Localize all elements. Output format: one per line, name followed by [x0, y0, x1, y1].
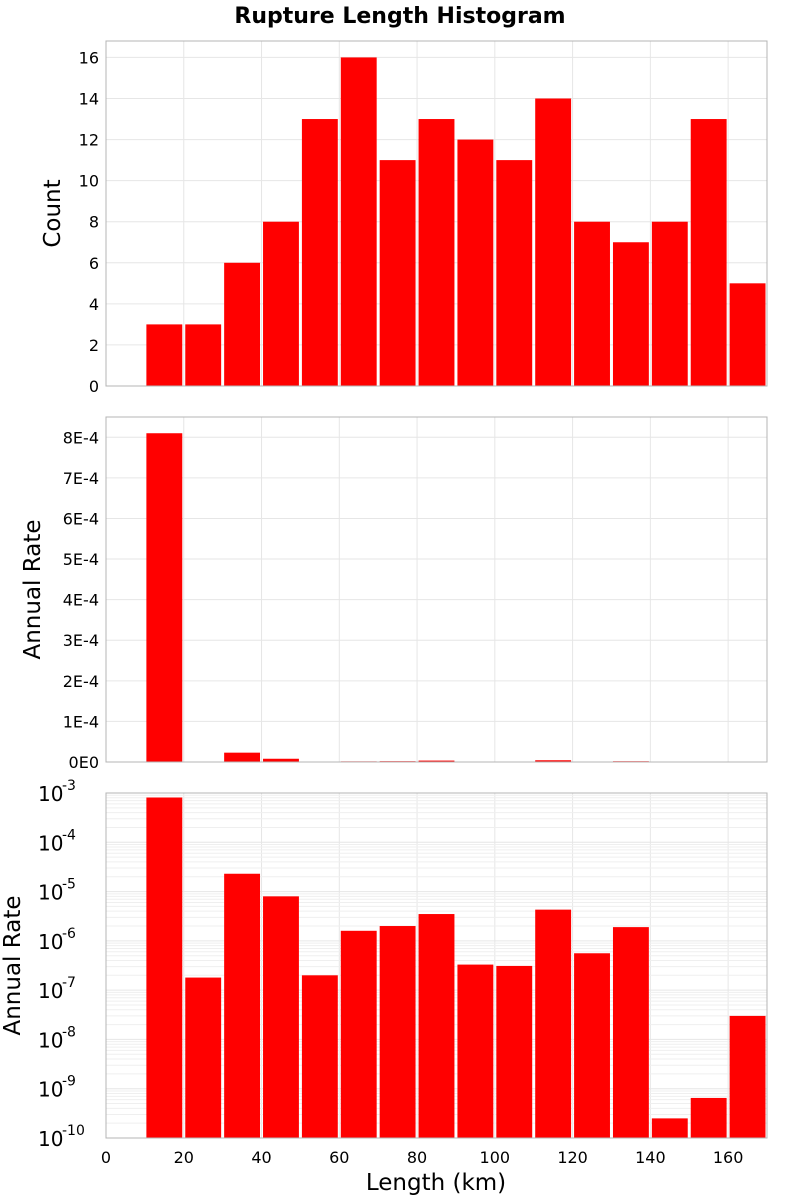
histogram-bar: [535, 909, 572, 1138]
histogram-bar: [651, 221, 688, 386]
chart-title: Rupture Length Histogram: [234, 4, 565, 29]
y-tick-exponent: -5: [62, 877, 76, 893]
histogram-bar: [379, 926, 416, 1138]
y-tick-label: 10: [38, 782, 63, 806]
histogram-bar: [418, 119, 455, 387]
y-tick-label: 2: [89, 336, 99, 355]
y-tick-label: 1E-4: [63, 712, 99, 731]
y-tick-label: 8E-4: [63, 428, 99, 447]
histogram-bar: [146, 433, 183, 762]
y-tick-label: 10: [38, 930, 63, 954]
histogram-bar: [496, 965, 533, 1138]
histogram-bar: [457, 139, 494, 386]
histogram-bar: [301, 975, 338, 1138]
histogram-bar: [146, 324, 183, 386]
histogram-bar: [224, 873, 261, 1138]
y-tick-label: 8: [89, 213, 99, 232]
histogram-bar: [340, 930, 377, 1138]
plot-frame: [105, 40, 768, 387]
y-tick-exponent: -8: [62, 1024, 76, 1040]
x-tick-label: 0: [101, 1148, 111, 1167]
histogram-bar: [651, 1118, 688, 1138]
histogram-bar: [612, 242, 649, 386]
y-tick-label: 10: [79, 172, 99, 191]
histogram-bar: [457, 964, 494, 1138]
x-tick-label: 80: [407, 1148, 427, 1167]
annual-rate-linear-panel: 0E0 1E-4 2E-4 3E-4 4E-4 5E-4 6E-4 7E-4 8E-4 Annua…: [20, 416, 768, 772]
y-tick-label: 0E0: [69, 753, 99, 772]
y-tick-label: 10: [38, 1127, 63, 1151]
histogram-bar: [729, 1015, 766, 1138]
y-tick-label: 6E-4: [63, 509, 99, 528]
histogram-bar: [574, 953, 610, 1138]
histogram-bar: [729, 283, 766, 386]
histogram-bar: [185, 324, 222, 386]
x-tick-label: 20: [174, 1148, 194, 1167]
histogram-bar: [263, 758, 299, 762]
histogram-bar: [418, 914, 455, 1138]
histogram-bar: [612, 927, 649, 1138]
y-tick-label: 6: [89, 254, 99, 273]
histogram-bar: [496, 160, 533, 386]
count-panel: 0 2 4 6 8 10 12 14 16 Count: [40, 40, 768, 396]
histogram-bar: [574, 221, 610, 386]
y-tick-exponent: -10: [62, 1123, 85, 1139]
y-tick-label: 10: [38, 1078, 63, 1102]
y-tick-label: 10: [38, 881, 63, 905]
histogram-bar: [224, 262, 261, 386]
x-tick-label: 140: [635, 1148, 666, 1167]
y-tick-label: 10: [38, 979, 63, 1003]
histogram-bar: [301, 119, 338, 387]
y-tick-label: 10: [38, 1028, 63, 1052]
y-tick-label: 0: [89, 377, 99, 396]
histogram-bar: [146, 797, 183, 1138]
y-axis-label: Annual Rate: [0, 896, 26, 1036]
y-tick-label: 4: [89, 295, 99, 314]
x-tick-label: 60: [329, 1148, 349, 1167]
histogram-bar: [263, 221, 299, 386]
annual-rate-log-panel: 10-310-410-510-610-710-810-910-100 20 40 60…: [0, 778, 768, 1167]
y-tick-label: 14: [79, 90, 99, 109]
y-tick-exponent: -3: [62, 778, 76, 794]
x-tick-label: 40: [251, 1148, 271, 1167]
x-axis-label: Length (km): [366, 1170, 506, 1196]
histogram-bar: [379, 160, 416, 386]
histogram-bar: [224, 752, 261, 762]
histogram-bar: [340, 57, 377, 387]
y-tick-label: 4E-4: [63, 591, 99, 610]
y-tick-label: 5E-4: [63, 550, 99, 569]
y-axis-label: Annual Rate: [20, 520, 46, 660]
y-tick-label: 7E-4: [63, 469, 99, 488]
x-tick-label: 160: [713, 1148, 744, 1167]
histogram-bar: [535, 98, 572, 386]
y-tick-exponent: -6: [62, 926, 76, 942]
histogram-bar: [418, 760, 455, 762]
y-axis-label: Count: [40, 179, 66, 247]
plot-frame: [105, 416, 768, 763]
y-tick-label: 12: [79, 131, 99, 150]
plot-frame: [105, 792, 768, 1139]
y-tick-label: 2E-4: [63, 672, 99, 691]
y-tick-label: 10: [38, 831, 63, 855]
x-tick-label: 100: [480, 1148, 511, 1167]
histogram-bar: [185, 977, 222, 1138]
histogram-bar: [690, 119, 727, 387]
y-tick-exponent: -9: [62, 1074, 76, 1090]
histogram-bar: [263, 896, 299, 1138]
x-tick-label: 120: [557, 1148, 588, 1167]
y-tick-label: 3E-4: [63, 631, 99, 650]
y-tick-exponent: -7: [62, 975, 76, 991]
histogram-bar: [535, 760, 572, 762]
histogram-bar: [690, 1097, 727, 1138]
y-tick-label: 16: [79, 48, 99, 67]
y-tick-exponent: -4: [62, 827, 76, 843]
